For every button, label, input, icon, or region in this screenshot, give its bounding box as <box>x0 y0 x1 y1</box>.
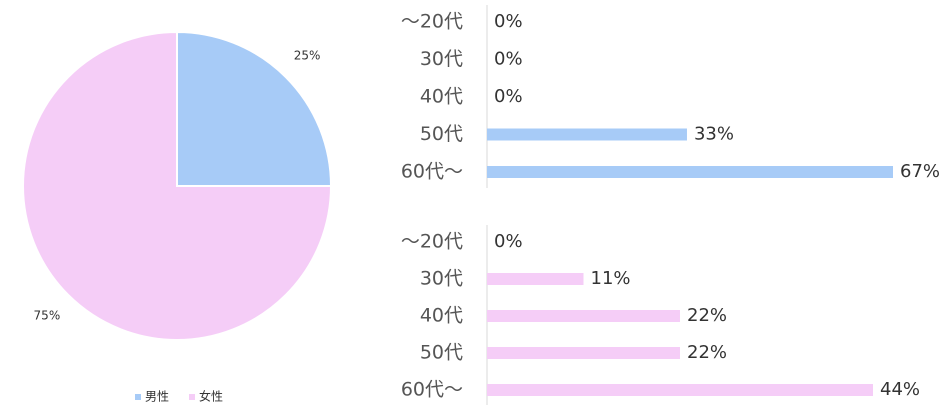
category-label: 30代 <box>420 48 463 70</box>
pie-slice <box>22 30 333 341</box>
pie-slice <box>176 30 333 187</box>
value-label: 0% <box>494 49 523 70</box>
bar <box>487 273 584 285</box>
bar <box>487 166 893 178</box>
category-label: ～20代 <box>401 11 463 33</box>
value-label: 67% <box>900 161 940 182</box>
value-label: 44% <box>880 379 920 400</box>
value-label: 11% <box>591 268 631 289</box>
bar <box>487 384 873 396</box>
bar <box>487 347 680 359</box>
legend-label: 男性 <box>145 390 169 404</box>
legend-swatch <box>135 394 141 400</box>
category-label: 60代～ <box>401 379 463 401</box>
legend-label: 女性 <box>199 389 223 404</box>
category-label: 50代 <box>420 342 463 364</box>
bar <box>487 128 687 141</box>
slice-label: 75% <box>34 309 61 323</box>
category-label: 40代 <box>420 305 463 327</box>
value-label: 22% <box>687 342 727 363</box>
value-label: 33% <box>694 124 734 145</box>
category-label: 40代 <box>420 86 463 108</box>
value-label: 22% <box>687 305 727 326</box>
bar <box>487 310 680 322</box>
value-label: 0% <box>494 11 523 32</box>
category-label: ～20代 <box>401 231 463 253</box>
category-label: 50代 <box>420 123 463 145</box>
slice-label: 25% <box>294 48 321 62</box>
legend-swatch <box>189 394 195 400</box>
value-label: 0% <box>494 231 523 252</box>
value-label: 0% <box>494 86 523 107</box>
category-label: 30代 <box>420 268 463 290</box>
category-label: 60代～ <box>401 161 463 183</box>
